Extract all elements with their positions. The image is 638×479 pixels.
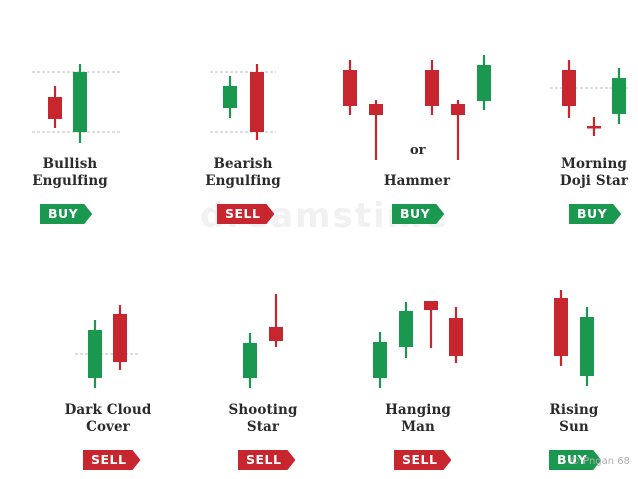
signal-tag-hanging-man: SELL (394, 450, 451, 470)
pattern-hammer (343, 55, 491, 160)
pattern-morning-doji-star (550, 60, 628, 136)
signal-tag-shooting-star: SELL (238, 450, 295, 470)
pattern-bearish-engulfing (210, 64, 276, 140)
pattern-name-line: Hammer (383, 173, 451, 189)
signal-tag-rising-sun: BUY (549, 450, 601, 470)
or-connector: or (410, 143, 426, 158)
signal-tag-morning-doji-star: BUY (569, 204, 621, 224)
bearish-candle-body (369, 104, 383, 115)
bearish-candle-body (562, 70, 576, 106)
bullish-candle-body (73, 72, 87, 132)
bearish-candle-body (425, 70, 439, 106)
bullish-candle-body (223, 86, 237, 108)
pattern-name-line: Bullish (42, 156, 98, 172)
pattern-name-line: Morning (561, 156, 627, 172)
pattern-bullish-engulfing (32, 64, 122, 143)
pattern-name-line: Rising (549, 402, 599, 418)
pattern-name-shooting-star: Shooting Star (193, 402, 333, 436)
bearish-candle-body (451, 104, 465, 115)
bullish-candle-body (580, 317, 594, 376)
pattern-name-morning-doji-star: Morning Doji Star (524, 156, 638, 190)
signal-tag-hammer: BUY (392, 204, 444, 224)
bullish-candle-body (373, 342, 387, 378)
bearish-candle-body (113, 314, 127, 362)
pattern-name-line: Sun (559, 419, 589, 435)
pattern-name-line: Shooting (228, 402, 298, 418)
bearish-candle-body (554, 298, 568, 356)
bearish-candle-body (250, 72, 264, 132)
pattern-name-dark-cloud-cover: Dark Cloud Cover (38, 402, 178, 436)
pattern-name-bullish-engulfing: Bullish Engulfing (0, 156, 140, 190)
pattern-name-rising-sun: Rising Sun (504, 402, 638, 436)
pattern-name-hanging-man: Hanging Man (348, 402, 488, 436)
bullish-candle-body (88, 330, 102, 378)
pattern-name-line: Engulfing (205, 173, 281, 189)
pattern-name-line: Bearish (213, 156, 273, 172)
signal-tag-bullish-engulfing: BUY (40, 204, 92, 224)
pattern-name-line: Star (246, 419, 280, 435)
pattern-name-line: Cover (86, 419, 130, 435)
bullish-candle-body (477, 65, 491, 101)
pattern-shooting-star (243, 294, 283, 388)
pattern-name-line: Dark Cloud (64, 402, 152, 418)
bullish-candle-body (243, 343, 257, 378)
pattern-name-bearish-engulfing: Bearish Engulfing (173, 156, 313, 190)
pattern-hanging-man (373, 301, 463, 388)
bearish-candle-body (269, 327, 283, 341)
pattern-name-line: Doji Star (559, 173, 629, 189)
pattern-name-line: Engulfing (32, 173, 108, 189)
signal-tag-bearish-engulfing: SELL (217, 204, 274, 224)
bearish-candle-body (587, 126, 601, 129)
pattern-name-line: Hanging (385, 402, 451, 418)
image-credit: © Pngan 68 (569, 456, 630, 467)
bullish-candle-body (612, 78, 626, 114)
bearish-candle-body (449, 318, 463, 356)
bullish-candle-body (399, 311, 413, 347)
bearish-candle-body (343, 70, 357, 106)
bearish-candle-body (424, 301, 438, 310)
pattern-name-hammer: Hammer (347, 173, 487, 190)
pattern-dark-cloud-cover (75, 305, 140, 388)
pattern-name-line: Man (401, 419, 435, 435)
signal-tag-dark-cloud-cover: SELL (83, 450, 140, 470)
pattern-rising-sun (554, 290, 594, 386)
bearish-candle-body (48, 97, 62, 119)
